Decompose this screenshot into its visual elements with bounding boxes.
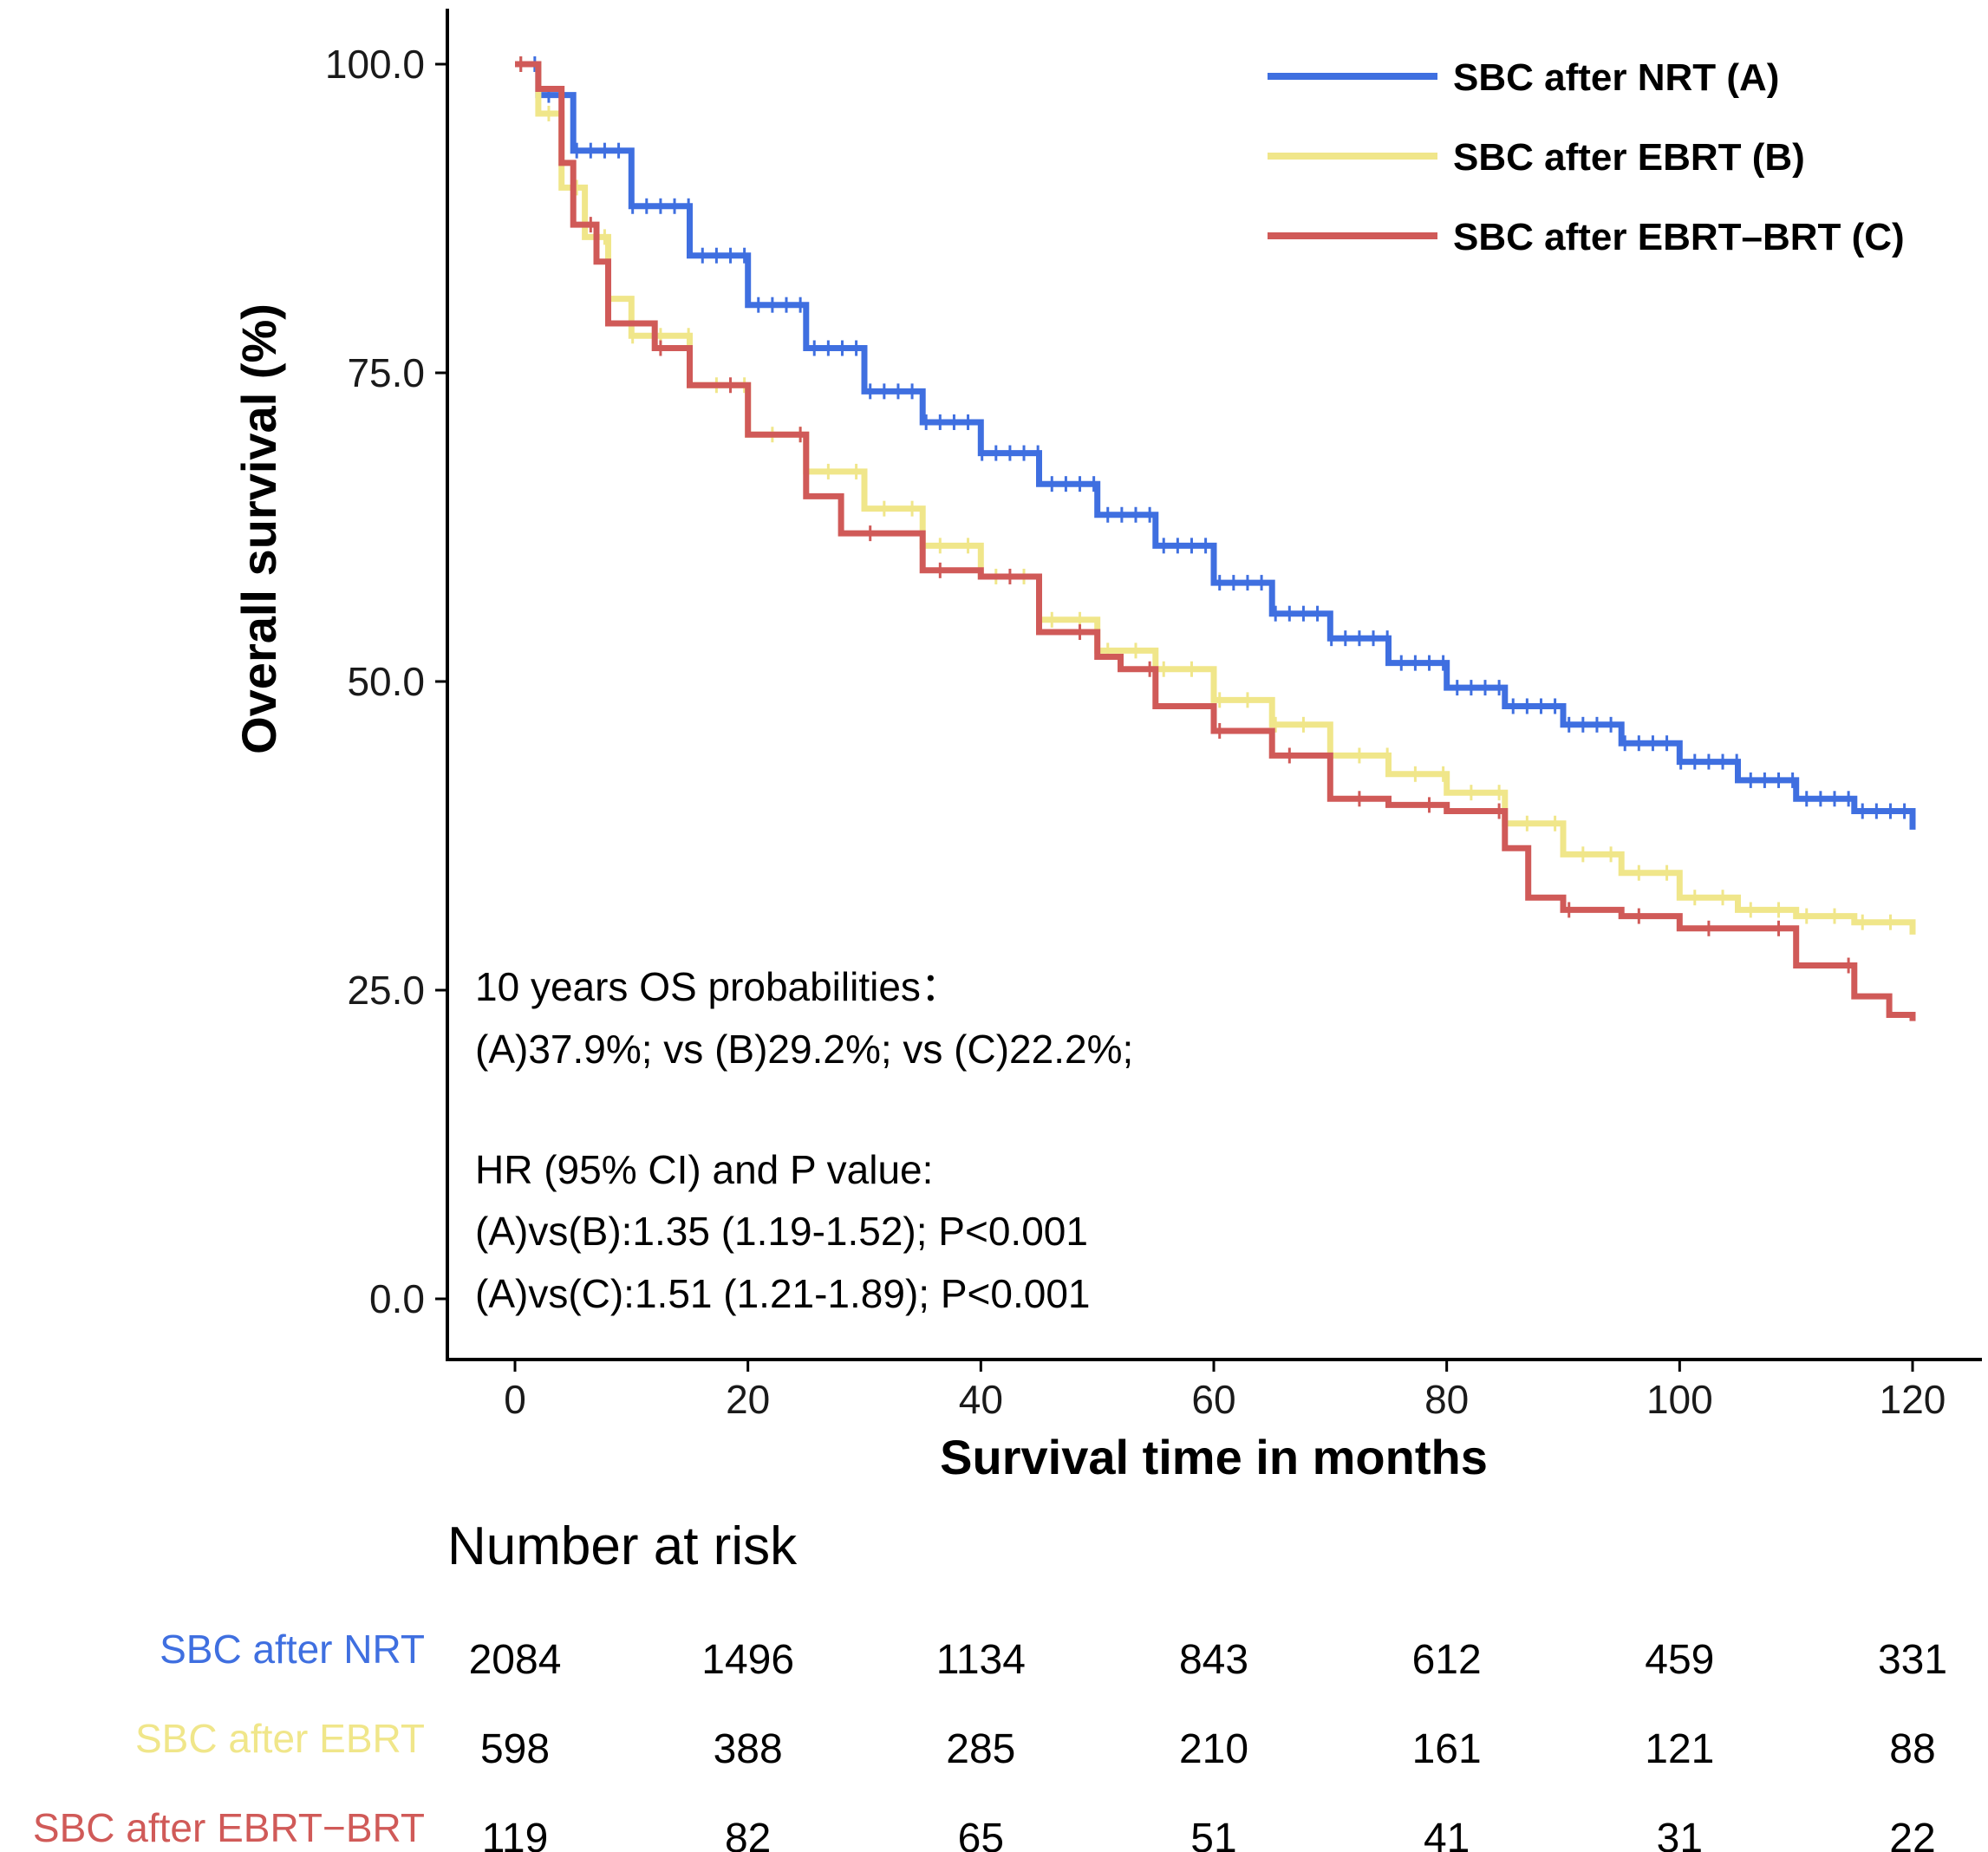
y-tick-label: 100.0 [325, 42, 425, 87]
risk-value: 88 [1889, 1726, 1935, 1772]
legend: SBC after NRT (A) SBC after EBRT (B) SBC a… [1268, 56, 1905, 258]
risk-value: 1134 [936, 1637, 1026, 1683]
risk-value: 41 [1424, 1816, 1470, 1852]
y-tick-label: 25.0 [347, 968, 425, 1013]
risk-value: 121 [1645, 1726, 1714, 1772]
risk-value: 2084 [469, 1637, 562, 1683]
risk-value: 285 [946, 1726, 1015, 1772]
risk-value: 843 [1179, 1637, 1248, 1683]
censor-marks-c [519, 56, 1850, 974]
risk-value: 31 [1657, 1816, 1703, 1852]
risk-value: 65 [958, 1816, 1004, 1852]
risk-value: 598 [480, 1726, 550, 1772]
x-tick-label: 120 [1880, 1377, 1946, 1422]
y-tick-label: 75.0 [347, 350, 425, 395]
x-tick-label: 20 [726, 1377, 770, 1422]
x-tick-label: 60 [1191, 1377, 1235, 1422]
survival-curves [515, 56, 1916, 1021]
risk-table-title: Number at risk [447, 1516, 798, 1576]
risk-value: 612 [1412, 1637, 1482, 1683]
annotation-block: 10 years OS probabilities： (A)37.9%; vs … [475, 964, 1133, 1316]
legend-label: SBC after EBRT (B) [1453, 136, 1805, 179]
risk-value: 210 [1179, 1726, 1248, 1772]
risk-row-label: SBC after EBRT [135, 1716, 425, 1761]
survival-curve-b [515, 61, 1916, 935]
y-tick-label: 50.0 [347, 659, 425, 704]
risk-value: 51 [1190, 1816, 1236, 1852]
annotation-os-title: 10 years OS probabilities： [475, 964, 961, 1009]
risk-value: 331 [1878, 1637, 1947, 1683]
risk-row-label: SBC after NRT [160, 1627, 425, 1672]
annotation-os-values: (A)37.9%; vs (B)29.2%; vs (C)22.2%; [475, 1027, 1133, 1072]
risk-value: 459 [1645, 1637, 1714, 1683]
risk-table: SBC after NRT 2084 1496 1134 843 612 459 331 SBC… [33, 1627, 1947, 1852]
risk-value: 82 [725, 1816, 771, 1852]
y-axis-title: Overall survival (%) [231, 303, 286, 754]
legend-label: SBC after EBRT–BRT (C) [1453, 216, 1905, 258]
x-axis-ticks: 0 20 40 60 80 100 120 [504, 1360, 1946, 1422]
annotation-hr-a-vs-c: (A)vs(C):1.51 (1.21-1.89); P<0.001 [475, 1271, 1091, 1316]
risk-value: 119 [482, 1816, 549, 1852]
legend-label: SBC after NRT (A) [1453, 56, 1779, 99]
y-tick-label: 0.0 [369, 1276, 425, 1321]
x-axis-title: Survival time in months [940, 1430, 1488, 1484]
y-axis-ticks: 0.0 25.0 50.0 75.0 100.0 [325, 42, 447, 1321]
x-tick-label: 0 [504, 1377, 526, 1422]
annotation-hr-title: HR (95% CI) and P value: [475, 1147, 933, 1192]
annotation-hr-a-vs-b: (A)vs(B):1.35 (1.19-1.52); P<0.001 [475, 1209, 1088, 1254]
risk-value: 388 [714, 1726, 783, 1772]
censor-marks-a [519, 56, 1907, 819]
censor-marks-b [519, 56, 1892, 930]
survival-curve-c [515, 61, 1916, 1021]
risk-row-label: SBC after EBRT−BRT [33, 1805, 425, 1850]
x-tick-label: 100 [1646, 1377, 1713, 1422]
x-tick-label: 80 [1424, 1377, 1469, 1422]
risk-value: 1496 [701, 1637, 794, 1683]
x-tick-label: 40 [959, 1377, 1003, 1422]
risk-value: 22 [1889, 1816, 1935, 1852]
risk-value: 161 [1412, 1726, 1482, 1772]
